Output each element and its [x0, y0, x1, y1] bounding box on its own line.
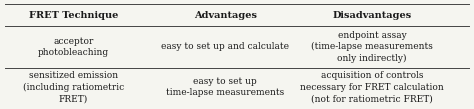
Text: easy to set up and calculate: easy to set up and calculate — [161, 42, 289, 51]
Text: FRET Technique: FRET Technique — [29, 11, 118, 20]
Text: acquisition of controls
necessary for FRET calculation
(not for ratiometric FRET: acquisition of controls necessary for FR… — [300, 71, 444, 103]
Text: acceptor
photobleaching: acceptor photobleaching — [38, 37, 109, 57]
Text: Advantages: Advantages — [194, 11, 256, 20]
Text: endpoint assay
(time-lapse measurements
only indirectly): endpoint assay (time-lapse measurements … — [311, 31, 433, 63]
Text: easy to set up
time-lapse measurements: easy to set up time-lapse measurements — [166, 77, 284, 97]
Text: Disadvantages: Disadvantages — [332, 11, 412, 20]
Text: sensitized emission
(including ratiometric
FRET): sensitized emission (including ratiometr… — [23, 71, 124, 103]
